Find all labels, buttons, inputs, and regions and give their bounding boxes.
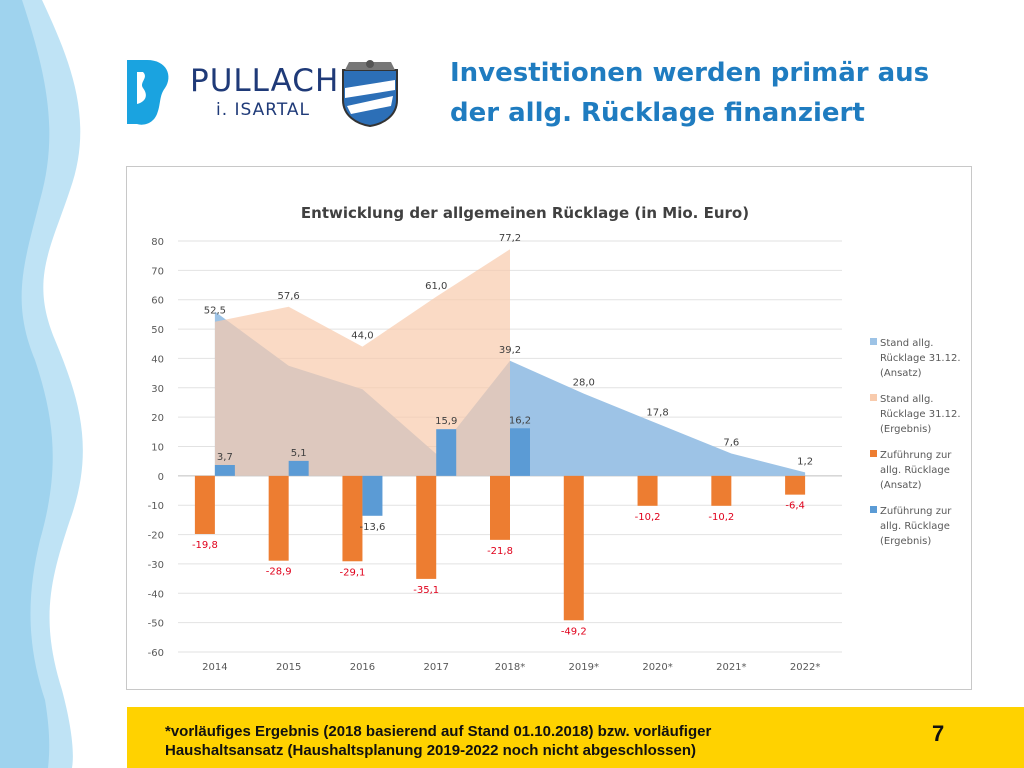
data-label: 5,1 — [291, 448, 307, 459]
legend-swatch — [870, 394, 877, 401]
page-headline: Investitionen werden primär aus der allg… — [450, 53, 970, 133]
data-label: 3,7 — [217, 452, 233, 463]
data-label: -10,2 — [708, 512, 734, 523]
logo-subtitle: i. ISARTAL — [216, 100, 311, 120]
legend-text: (Ansatz) — [880, 368, 922, 379]
data-label: 28,0 — [573, 378, 595, 389]
legend-swatch — [870, 506, 877, 513]
legend-text: Stand allg. — [880, 394, 933, 405]
x-tick-label: 2018* — [495, 662, 525, 673]
data-label: -28,9 — [266, 567, 292, 578]
x-tick-label: 2021* — [716, 662, 746, 673]
logo-mark — [127, 60, 169, 125]
bar-ansatz — [711, 475, 732, 506]
data-label: 1,2 — [797, 456, 813, 467]
y-tick-label: 30 — [151, 384, 164, 395]
area-ergebnis — [214, 249, 510, 476]
x-tick-label: 2016 — [350, 662, 375, 673]
legend-text: (Ergebnis) — [880, 424, 931, 435]
y-tick-label: 0 — [158, 472, 164, 483]
x-tick-label: 2015 — [276, 662, 301, 673]
x-tick-label: 2019* — [569, 662, 599, 673]
data-label: -13,6 — [360, 522, 386, 533]
legend-swatch — [870, 450, 877, 457]
pullach-logo — [127, 60, 398, 128]
legend-text: Zuführung zur — [880, 506, 952, 517]
legend-swatch — [870, 338, 877, 345]
bar-ansatz — [490, 475, 510, 540]
x-tick-label: 2020* — [642, 662, 672, 673]
y-tick-label: 40 — [151, 354, 164, 365]
data-label: -6,4 — [785, 501, 805, 512]
data-label: 17,8 — [646, 408, 668, 419]
headline-line-1: Investitionen werden primär aus — [450, 58, 930, 88]
page-number: 7 — [932, 721, 945, 746]
data-label: -10,2 — [635, 512, 661, 523]
x-tick-label: 2022* — [790, 662, 820, 673]
footer-note-line-1: *vorläufiges Ergebnis (2018 basierend au… — [165, 723, 712, 740]
footer-bar: *vorläufiges Ergebnis (2018 basierend au… — [127, 707, 1024, 768]
bar-ansatz — [194, 475, 215, 534]
x-tick-label: 2014 — [202, 662, 227, 673]
footer-note-line-2: Haushaltsansatz (Haushaltsplanung 2019-2… — [165, 742, 696, 759]
data-label: -21,8 — [487, 546, 513, 557]
y-tick-label: -30 — [148, 560, 164, 571]
decorative-wave-border — [0, 0, 83, 768]
bar-ansatz — [637, 475, 658, 506]
headline-line-2: der allg. Rücklage finanziert — [450, 98, 865, 128]
data-label: 57,6 — [278, 291, 300, 302]
bar-ergebnis — [436, 429, 457, 476]
legend-text: (Ansatz) — [880, 480, 922, 491]
y-tick-label: 70 — [151, 266, 164, 277]
bar-ergebnis — [214, 464, 235, 476]
data-label: -35,1 — [413, 585, 439, 596]
y-tick-label: -50 — [148, 619, 164, 630]
legend-text: Zuführung zur — [880, 450, 952, 461]
coat-of-arms — [342, 60, 398, 128]
data-label: 15,9 — [435, 416, 457, 427]
legend-text: allg. Rücklage — [880, 521, 950, 532]
y-tick-label: 50 — [151, 325, 164, 336]
data-label: -49,2 — [561, 626, 587, 637]
data-label: 16,2 — [509, 415, 531, 426]
logo-name: PULLACH — [190, 63, 340, 99]
bar-ansatz — [785, 475, 806, 495]
data-label: 39,2 — [499, 345, 521, 356]
data-label: 77,2 — [499, 233, 521, 244]
bar-ergebnis — [510, 428, 530, 476]
data-label: 52,5 — [204, 306, 226, 317]
y-tick-label: 60 — [151, 296, 164, 307]
legend-text: (Ergebnis) — [880, 536, 931, 547]
legend-text: Rücklage 31.12. — [880, 409, 961, 420]
bar-ansatz — [268, 475, 289, 561]
bar-ergebnis — [362, 475, 383, 516]
legend-text: Rücklage 31.12. — [880, 353, 961, 364]
data-label: -19,8 — [192, 540, 218, 551]
y-tick-label: -20 — [148, 531, 164, 542]
legend-text: Stand allg. — [880, 338, 933, 349]
y-tick-label: 20 — [151, 413, 164, 424]
bar-ansatz — [416, 475, 437, 579]
bar-ansatz — [563, 475, 584, 621]
reserve-chart: Entwicklung der allgemeinen Rücklage (in… — [148, 204, 961, 673]
y-tick-label: -40 — [148, 589, 164, 600]
data-label: 44,0 — [351, 331, 373, 342]
y-tick-label: -10 — [148, 501, 164, 512]
x-tick-label: 2017 — [423, 662, 448, 673]
y-tick-label: 10 — [151, 443, 164, 454]
chart-title: Entwicklung der allgemeinen Rücklage (in… — [301, 204, 749, 222]
footer-note: *vorläufiges Ergebnis (2018 basierend au… — [165, 722, 885, 760]
data-label: 61,0 — [425, 281, 447, 292]
y-tick-label: 80 — [151, 237, 164, 248]
data-label: 7,6 — [723, 438, 739, 449]
y-tick-label: -60 — [148, 648, 164, 659]
legend-text: allg. Rücklage — [880, 465, 950, 476]
data-label: -29,1 — [340, 567, 366, 578]
bar-ansatz — [342, 475, 363, 562]
bar-ergebnis — [288, 460, 309, 476]
